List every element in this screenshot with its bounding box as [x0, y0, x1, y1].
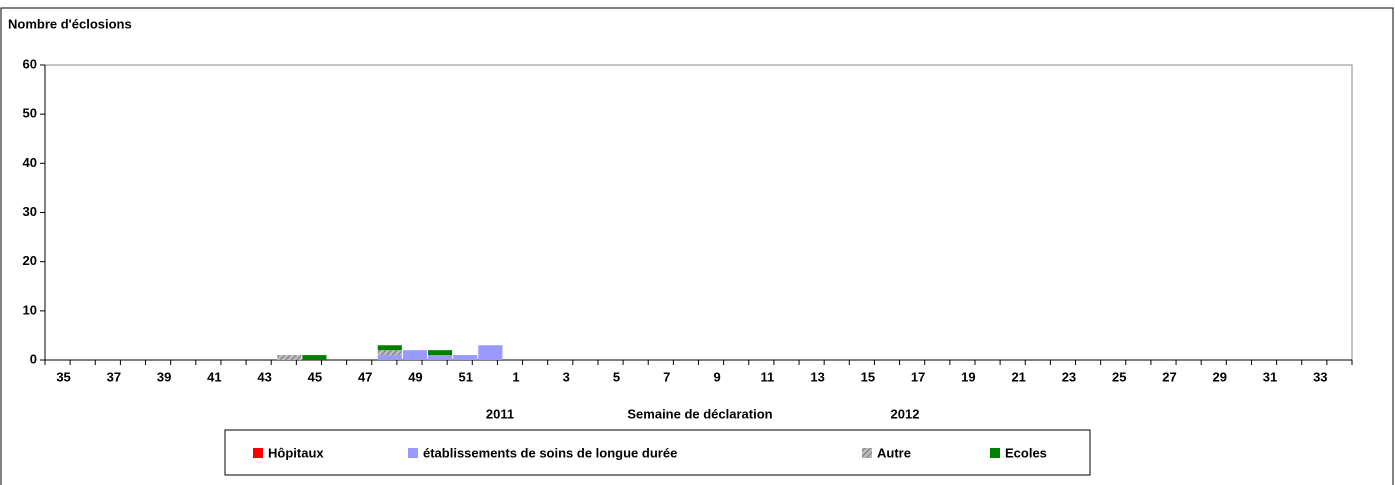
- legend-label: Autre: [877, 445, 911, 460]
- frame: [0, 7, 1394, 485]
- year-label: 2011: [486, 406, 514, 421]
- x-tick-label: 25: [1112, 369, 1126, 384]
- x-tick-label: 31: [1263, 369, 1277, 384]
- legend-label: Ecoles: [1005, 445, 1047, 460]
- y-tick-label: 10: [23, 302, 37, 317]
- x-tick-label: 1: [512, 369, 519, 384]
- x-tick-label: 7: [663, 369, 670, 384]
- bar-segment: [302, 355, 327, 360]
- x-tick-label: 5: [613, 369, 620, 384]
- x-tick-label: 11: [760, 369, 774, 384]
- x-tick-label: 21: [1011, 369, 1025, 384]
- x-tick-label: 33: [1313, 369, 1327, 384]
- y-tick-label: 0: [30, 351, 37, 366]
- bar-segment: [377, 350, 402, 356]
- x-tick-label: 23: [1062, 369, 1076, 384]
- x-tick-label: 9: [713, 369, 720, 384]
- x-tick-label: 15: [861, 369, 875, 384]
- x-tick-label: 27: [1162, 369, 1176, 384]
- x-tick-label: 51: [458, 369, 472, 384]
- x-tick-label: 41: [207, 369, 221, 384]
- year-label: 2012: [891, 406, 920, 421]
- x-tick-label: 47: [358, 369, 372, 384]
- x-axis-title: Semaine de déclaration: [627, 406, 772, 421]
- x-tick-label: 45: [308, 369, 322, 384]
- bar-segment: [402, 350, 428, 360]
- y-tick-label: 40: [23, 155, 37, 170]
- legend-marker: [408, 448, 418, 458]
- legend: [224, 429, 1091, 476]
- legend-label: Hôpitaux: [268, 445, 324, 460]
- legend-label: établissements de soins de longue durée: [423, 445, 677, 460]
- bar-segment: [478, 345, 503, 360]
- bar-segment: [428, 355, 453, 360]
- legend-marker: [253, 448, 263, 458]
- bar-segment: [428, 350, 453, 356]
- x-tick-label: 49: [408, 369, 422, 384]
- legend-marker: [862, 448, 872, 458]
- x-tick-label: 37: [107, 369, 121, 384]
- x-tick-label: 3: [563, 369, 570, 384]
- x-tick-label: 39: [157, 369, 171, 384]
- plot-area: [44, 64, 1353, 361]
- legend-marker: [990, 448, 1000, 458]
- x-tick-label: 19: [961, 369, 975, 384]
- bar-segment: [377, 345, 402, 351]
- x-tick-label: 17: [911, 369, 925, 384]
- y-tick-label: 30: [23, 204, 37, 219]
- x-tick-label: 43: [257, 369, 271, 384]
- y-axis-title: Nombre d'éclosions: [8, 16, 132, 31]
- x-tick-label: 13: [810, 369, 824, 384]
- bar-segment: [377, 355, 402, 360]
- bar-segment: [277, 355, 302, 360]
- y-tick-label: 60: [23, 56, 37, 71]
- y-tick-label: 50: [23, 106, 37, 121]
- x-tick-label: 35: [56, 369, 70, 384]
- y-tick-label: 20: [23, 253, 37, 268]
- x-tick-label: 29: [1213, 369, 1227, 384]
- bar-segment: [453, 355, 478, 360]
